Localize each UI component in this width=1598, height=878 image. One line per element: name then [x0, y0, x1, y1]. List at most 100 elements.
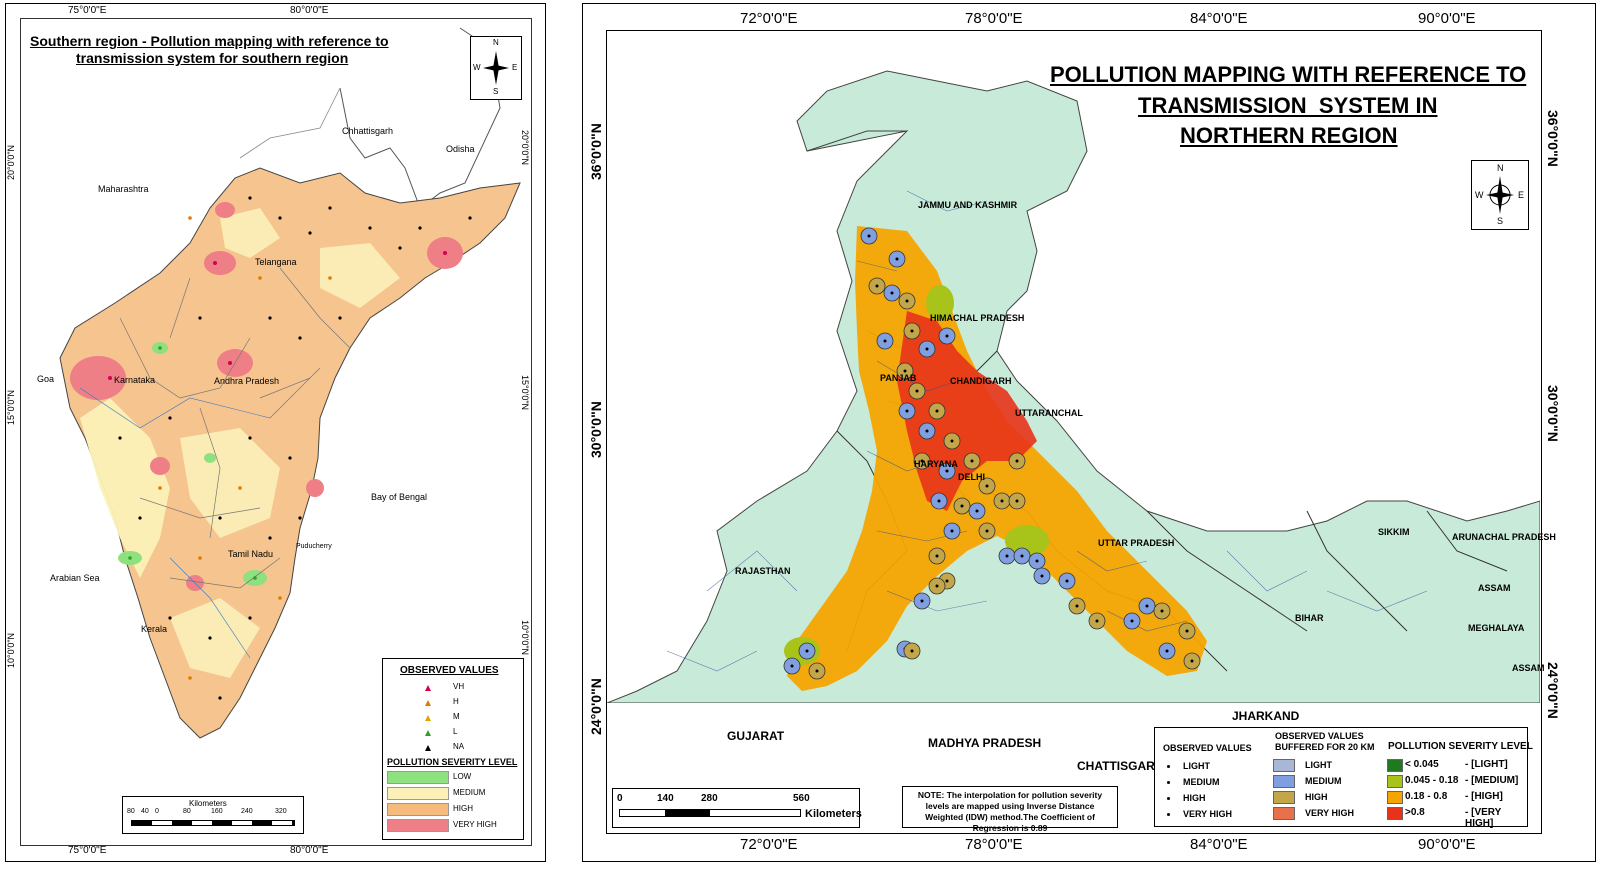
- right-side-coord-24n: 24°0'0"N: [588, 678, 604, 735]
- observed-marker-l: [425, 730, 431, 736]
- scale-tick-label: 240: [241, 808, 253, 815]
- northern-map-title-line3: NORTHERN REGION: [1180, 123, 1398, 148]
- label-meghalaya: MEGHALAYA: [1468, 623, 1525, 633]
- observed-label: VH: [453, 682, 465, 691]
- observation-dot: [1035, 559, 1039, 563]
- observation-dot: [1185, 629, 1189, 633]
- northern-region-map-panel: [582, 3, 1596, 862]
- severity-swatch-1: [387, 787, 449, 800]
- observation-dot: [925, 347, 929, 351]
- scale-tick-label: 0: [617, 793, 623, 804]
- observation-dot: [1065, 579, 1069, 583]
- observed-dot: [1167, 781, 1170, 784]
- observed-label: M: [453, 712, 460, 721]
- label-puducherry: Puducherry: [296, 543, 332, 550]
- scale-tick-label: 320: [275, 808, 287, 815]
- label-panjab: PANJAB: [880, 373, 917, 383]
- right-top-coord-72: 72°0'0"E: [740, 10, 798, 27]
- left-side-coord-20n: 20°0'0"N: [6, 144, 16, 180]
- severity-level-title: POLLUTION SEVERITY LEVEL: [1388, 741, 1533, 752]
- observation-dot: [975, 509, 979, 513]
- left-bottom-coord-80: 80°0'0"E: [290, 845, 329, 856]
- compass-e: E: [512, 63, 518, 72]
- observation-dot: [1020, 554, 1024, 558]
- observed-label: L: [453, 727, 458, 736]
- label-tamil-nadu: Tamil Nadu: [228, 549, 274, 559]
- observed-values-title: OBSERVED VALUES: [1163, 743, 1252, 753]
- observed-label: NA: [453, 742, 465, 751]
- severity-range: 0.18 - 0.8: [1405, 791, 1448, 802]
- right-side-coord-24n-right: 24°0'0"N: [1545, 662, 1561, 719]
- observed-label: HIGH: [1183, 793, 1206, 803]
- right-top-coord-84: 84°0'0"E: [1190, 10, 1248, 27]
- northern-legend: OBSERVED VALUES OBSERVED VALUES BUFFERED…: [1154, 727, 1533, 829]
- observation-dot: [1015, 459, 1019, 463]
- label-delhi: DELHI: [958, 472, 985, 482]
- label-arunachal-pradesh: ARUNACHAL PRADESH: [1452, 532, 1556, 542]
- severity-swatch-1: [1387, 775, 1403, 788]
- observation-dot: [1005, 554, 1009, 558]
- buffered-title-line2: BUFFERED FOR 20 KM: [1275, 742, 1375, 752]
- observation-dot: [945, 334, 949, 338]
- severity-swatch-3: [387, 819, 449, 832]
- compass-w: W: [473, 63, 481, 72]
- label-chhattisgarh: Chhattisgarh: [342, 126, 394, 136]
- label-assam: ASSAM: [1478, 583, 1511, 593]
- observation-dot: [890, 291, 894, 295]
- observation-dot: [1095, 619, 1099, 623]
- compass-w: W: [1475, 190, 1484, 200]
- observed-dot: [1167, 797, 1170, 800]
- observation-dot: [1165, 649, 1169, 653]
- label-bihar: BIHAR: [1295, 613, 1324, 623]
- severity-label: VERY HIGH: [453, 820, 497, 829]
- right-bottom-coord-84: 84°0'0"E: [1190, 836, 1248, 853]
- right-side-coord-30n-right: 30°0'0"N: [1545, 385, 1561, 442]
- observation-dot: [935, 554, 939, 558]
- scale-bar-graphic: [619, 809, 801, 817]
- label-kerala: Kerala: [141, 624, 168, 634]
- severity-label: MEDIUM: [453, 788, 486, 797]
- observation-dot: [937, 499, 941, 503]
- observation-dot: [1145, 604, 1149, 608]
- observation-dot: [903, 369, 907, 373]
- compass-s: S: [493, 87, 499, 96]
- right-side-coord-36n-right: 36°0'0"N: [1545, 110, 1561, 167]
- severity-label: - [MEDIUM]: [1465, 775, 1519, 786]
- southern-scale-bar: Kilometers 80 40 0 80 160 240 320: [122, 796, 304, 834]
- observation-dot: [925, 429, 929, 433]
- observation-dot: [1075, 604, 1079, 608]
- observation-dot: [905, 299, 909, 303]
- buffered-title-line1: OBSERVED VALUES: [1275, 731, 1364, 741]
- label-sikkim: SIKKIM: [1378, 527, 1410, 537]
- severity-range: >0.8: [1405, 807, 1425, 818]
- label-uttaranchal: UTTARANCHAL: [1015, 408, 1083, 418]
- buffered-observation-points: [783, 227, 1201, 680]
- idw-note-text: NOTE: The interpolation for pollution se…: [917, 790, 1103, 833]
- right-top-coord-78: 78°0'0"E: [965, 10, 1023, 27]
- scale-tick-label: 140: [657, 793, 674, 804]
- observed-marker-na: [425, 745, 431, 751]
- observation-dot: [985, 484, 989, 488]
- label-andhra-pradesh: Andhra Pradesh: [214, 376, 280, 386]
- label-odisha: Odisha: [446, 144, 475, 154]
- observed-label: VERY HIGH: [1183, 809, 1233, 819]
- right-bottom-coord-90: 90°0'0"E: [1418, 836, 1476, 853]
- compass-rose-icon: [483, 51, 509, 85]
- observation-dot: [910, 649, 914, 653]
- observation-dot: [935, 584, 939, 588]
- right-bottom-coord-78: 78°0'0"E: [965, 836, 1023, 853]
- right-bottom-coord-72: 72°0'0"E: [740, 836, 798, 853]
- observation-dot: [883, 339, 887, 343]
- severity-label: HIGH: [453, 804, 473, 813]
- observation-dot: [1040, 574, 1044, 578]
- observation-dot: [945, 579, 949, 583]
- observation-dot: [1130, 619, 1134, 623]
- compass-e: E: [1518, 190, 1525, 200]
- observation-dot: [905, 409, 909, 413]
- severity-label: - [VERY HIGH]: [1465, 807, 1502, 829]
- northern-map-title-line1: POLLUTION MAPPING WITH REFERENCE TO: [1050, 62, 1527, 87]
- buffered-swatch-1: [1273, 775, 1295, 788]
- label-uttar-pradesh: UTTAR PRADESH: [1098, 538, 1175, 548]
- very-high-severity-zone: [897, 311, 1037, 511]
- observed-marker-vh: [425, 685, 431, 691]
